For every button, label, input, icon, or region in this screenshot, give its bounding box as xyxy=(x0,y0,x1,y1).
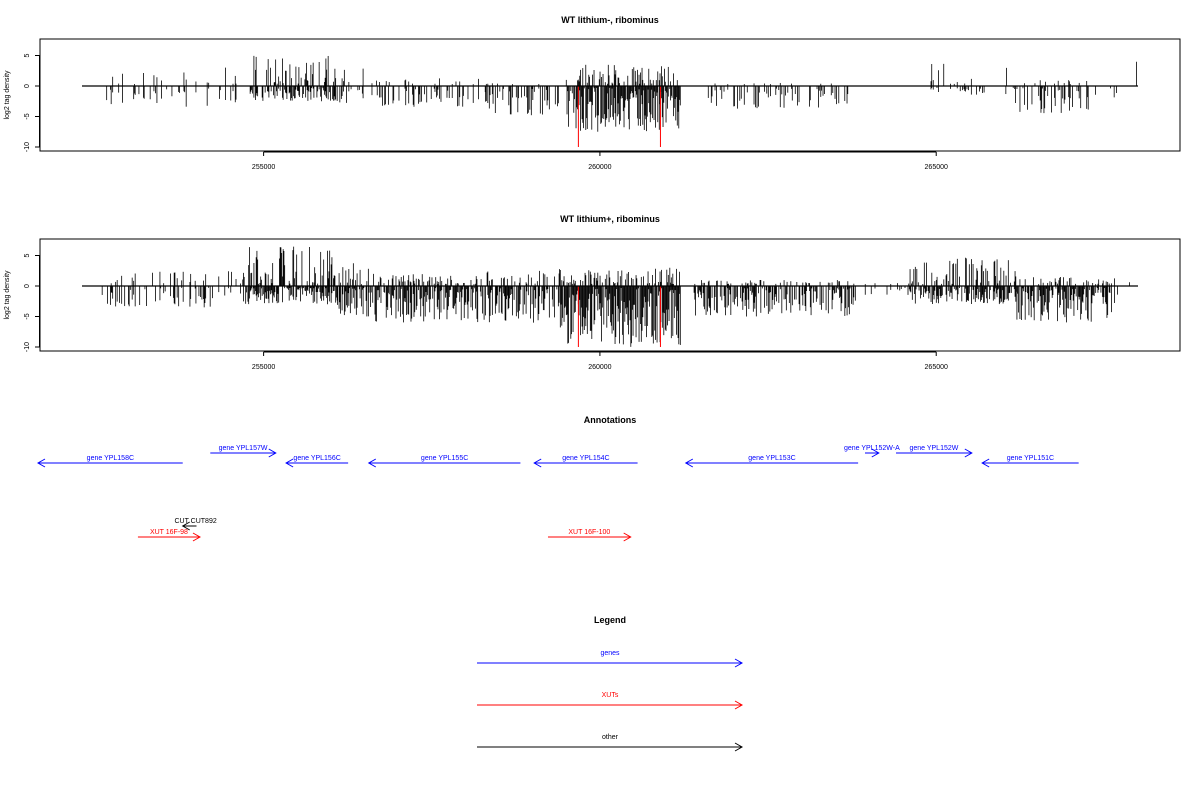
marker-lines xyxy=(577,86,661,147)
marker-lines xyxy=(577,286,661,347)
gene-label: gene YPL153C xyxy=(748,455,795,462)
arrow-head xyxy=(871,448,880,458)
legend-label: other xyxy=(602,734,619,741)
bar-series xyxy=(106,55,1137,132)
arrow-head xyxy=(533,458,542,468)
chart-panel-lithium-minus: WT lithium-, ribominus log2 tag density … xyxy=(4,15,1181,171)
gene-label: gene YPL157W xyxy=(219,445,268,452)
legend-label: XUTs xyxy=(602,692,619,699)
gene-label: gene YPL158C xyxy=(87,455,134,462)
x-tick-label: 260000 xyxy=(588,364,611,371)
bar-series xyxy=(101,246,1130,347)
y-tick-label: -10 xyxy=(24,142,31,152)
gene-label: gene YPL155C xyxy=(421,455,468,462)
legend-items: genes XUTs other xyxy=(477,650,744,752)
y-tick-label: -5 xyxy=(24,313,31,319)
x-tick-label: 255000 xyxy=(252,164,275,171)
y-tick-label: 0 xyxy=(24,84,31,88)
y-tick-label: 5 xyxy=(24,253,31,257)
xut-label: XUT 16F-100 xyxy=(568,529,610,536)
x-tick-label: 255000 xyxy=(252,364,275,371)
arrow-head xyxy=(623,532,632,542)
y-axis-label: log2 tag density xyxy=(4,270,11,320)
plot-frame xyxy=(39,238,1181,352)
gene-label: gene YPL152W xyxy=(909,445,958,452)
x-axis: 255000 260000 265000 xyxy=(252,151,948,171)
arrow-head xyxy=(981,458,990,468)
arrow-head xyxy=(684,458,694,468)
arrow-head xyxy=(734,700,744,710)
arrow-head xyxy=(285,458,294,468)
y-axis-label: log2 tag density xyxy=(4,70,11,120)
y-tick-label: 5 xyxy=(24,53,31,57)
x-tick-label: 260000 xyxy=(588,164,611,171)
arrow-head xyxy=(734,742,744,752)
annotation-features: gene YPL158C gene YPL157W gene YPL156C gene… xyxy=(36,445,1079,542)
y-tick-label: -5 xyxy=(24,113,31,119)
x-tick-label: 265000 xyxy=(925,164,948,171)
legend-title: Legend xyxy=(594,615,626,625)
chart-title: WT lithium+, ribominus xyxy=(560,214,660,224)
gene-label: gene YPL154C xyxy=(562,455,609,462)
y-tick-label: 0 xyxy=(24,284,31,288)
other-label: CUT CUT892 xyxy=(174,518,216,525)
y-tick-label: -10 xyxy=(24,342,31,352)
chart-title: WT lithium-, ribominus xyxy=(561,15,659,25)
arrow-head xyxy=(964,448,973,458)
gene-label: gene YPL152W-A xyxy=(844,445,900,452)
arrow-head xyxy=(36,458,46,468)
legend-label: genes xyxy=(600,650,620,657)
legend: Legend genes XUTs other xyxy=(477,615,744,752)
plot-frame xyxy=(39,38,1181,152)
arrow-head xyxy=(367,458,377,468)
arrow-head xyxy=(181,521,190,531)
y-axis: -10 -5 0 5 xyxy=(24,53,40,152)
x-tick-label: 265000 xyxy=(925,364,948,371)
y-axis: -10 -5 0 5 xyxy=(24,253,40,352)
xut-label: XUT 16F-98 xyxy=(150,529,188,536)
chart-panel-lithium-plus: WT lithium+, ribominus log2 tag density … xyxy=(4,214,1181,371)
arrow-head xyxy=(268,448,277,458)
gene-label: gene YPL151C xyxy=(1007,455,1054,462)
gene-label: gene YPL156C xyxy=(293,455,340,462)
arrow-head xyxy=(734,658,744,668)
x-axis: 255000 260000 265000 xyxy=(252,351,948,371)
annotations-title: Annotations xyxy=(584,415,637,425)
arrow-head xyxy=(192,532,201,542)
